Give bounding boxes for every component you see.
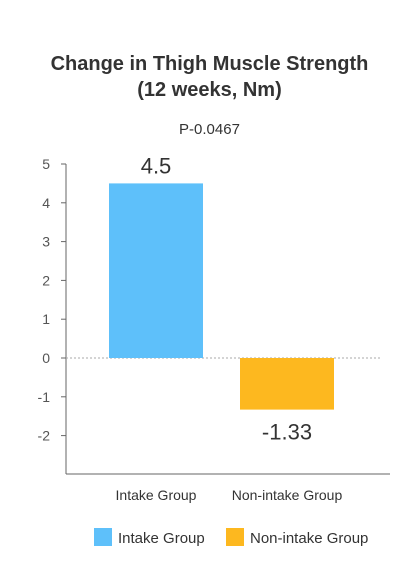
y-tick-label: -1 bbox=[38, 389, 51, 405]
y-tick-label: 1 bbox=[42, 311, 50, 327]
p-value-annotation: P-0.0467 bbox=[179, 121, 240, 138]
y-tick-label: 0 bbox=[42, 350, 50, 366]
data-label: 4.5 bbox=[141, 153, 172, 178]
data-labels: 4.5 -1.33 bbox=[141, 153, 312, 444]
y-tick-label: 2 bbox=[42, 272, 50, 288]
y-ticks: 5 4 3 2 1 0 -1 -2 bbox=[38, 156, 66, 444]
y-tick-label: -2 bbox=[38, 428, 51, 444]
data-label: -1.33 bbox=[262, 420, 312, 445]
legend-label: Intake Group bbox=[118, 530, 205, 547]
y-tick-label: 5 bbox=[42, 156, 50, 172]
legend-swatch bbox=[94, 528, 112, 546]
chart-title-line-1: Change in Thigh Muscle Strength bbox=[50, 53, 369, 75]
x-tick-label: Intake Group bbox=[116, 487, 197, 503]
legend-label: Non-intake Group bbox=[250, 530, 368, 547]
x-tick-labels: Intake Group Non-intake Group bbox=[116, 487, 343, 503]
legend-swatch bbox=[226, 528, 244, 546]
bars bbox=[109, 183, 334, 410]
bar-non-intake-group bbox=[240, 358, 334, 410]
legend: Intake Group Non-intake Group bbox=[94, 528, 368, 547]
bar-intake-group bbox=[109, 183, 203, 358]
chart-title-line-2: (12 weeks, Nm) bbox=[137, 79, 282, 101]
chart-title: Change in Thigh Muscle Strength (12 week… bbox=[0, 51, 419, 103]
y-tick-label: 4 bbox=[42, 195, 50, 211]
y-tick-label: 3 bbox=[42, 234, 50, 250]
x-tick-label: Non-intake Group bbox=[232, 487, 343, 503]
